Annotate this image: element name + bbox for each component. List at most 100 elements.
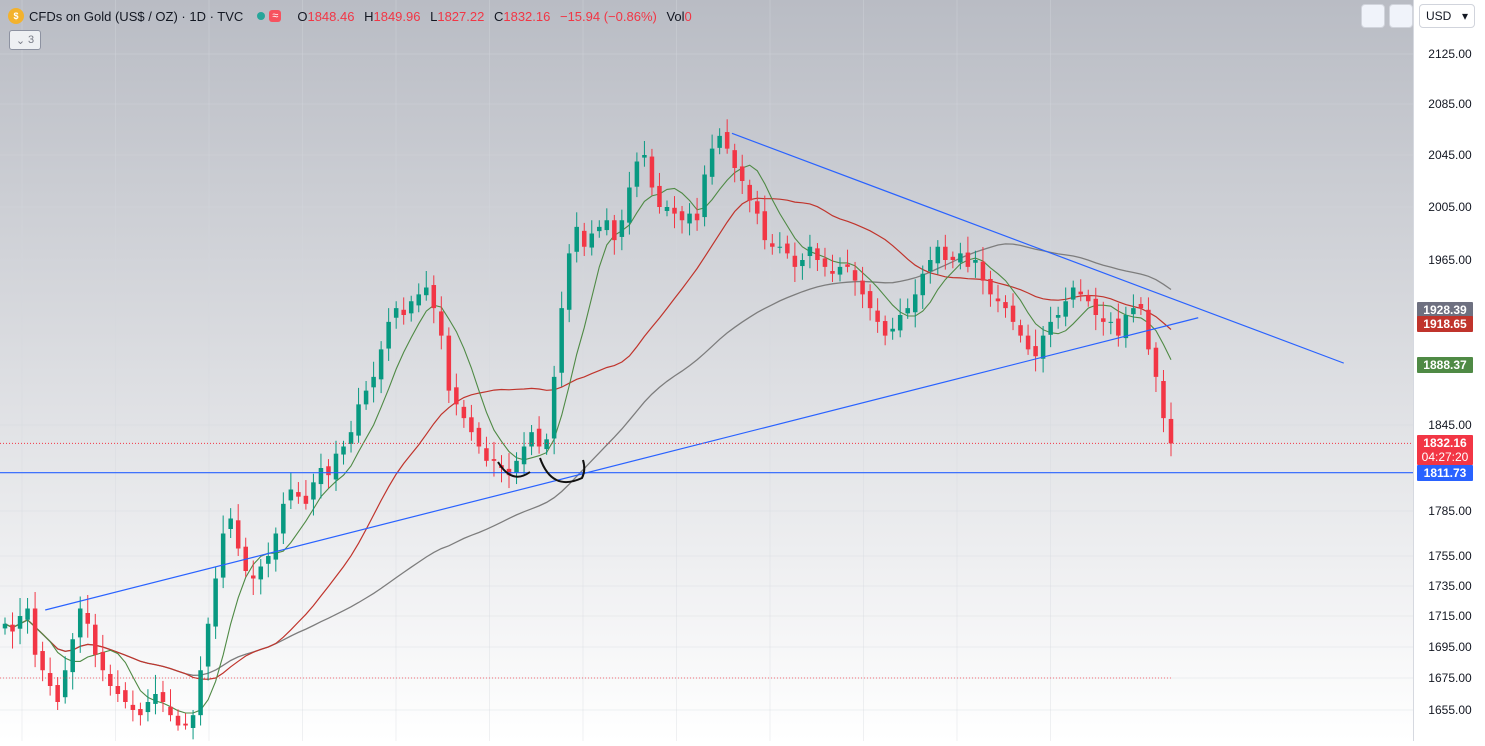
candle-body (17, 616, 23, 629)
candle-body (1010, 305, 1016, 322)
price-label: 1888.37 (1417, 357, 1473, 374)
candle-body (40, 651, 45, 671)
candle-body (589, 233, 595, 248)
candle-body (657, 185, 662, 207)
candle-body (326, 466, 331, 476)
price-label: 1832.16 04:27:20 (1417, 435, 1473, 466)
candle-body (694, 213, 700, 221)
candle-body (920, 273, 926, 296)
candle-body (988, 278, 993, 295)
hand-drawn-arc (539, 457, 586, 483)
candle-body (32, 608, 38, 655)
candle-body (333, 453, 339, 480)
candle-body (1138, 304, 1144, 309)
candle-body (1168, 418, 1174, 444)
price-tick-label: 2005.00 (1428, 200, 1472, 214)
candle-body (446, 335, 452, 391)
chevron-down-icon: ⌄ (15, 34, 26, 47)
candle-body (792, 255, 798, 267)
candle-body (1018, 325, 1023, 336)
candle-body (108, 673, 113, 686)
symbol-title[interactable]: CFDs on Gold (US$ / OZ) · 1D · TVC (29, 8, 244, 24)
volume-value: 0 (684, 8, 692, 24)
candle-body (687, 213, 692, 224)
candle-body (183, 723, 188, 726)
price-tick-label: 2085.00 (1428, 97, 1472, 111)
candle-body (559, 308, 564, 373)
candle-body (1003, 302, 1008, 309)
candle-body (356, 404, 361, 436)
price-axis[interactable]: 2125.00 2085.00 2045.00 2005.00 1965.00 1845.… (1413, 0, 1485, 741)
status-pill[interactable]: ≈ (257, 10, 282, 22)
price-tick-label: 1845.00 (1428, 418, 1472, 432)
candle-body (1033, 346, 1038, 357)
low-value: 1827.22 (437, 8, 485, 24)
candle-body (70, 639, 75, 673)
candle-body (1055, 315, 1061, 318)
candle-body (928, 260, 933, 272)
price-tick-label: 1735.00 (1428, 579, 1472, 593)
candle-body (822, 258, 828, 267)
price-tick-label: 1785.00 (1428, 504, 1472, 518)
candle-body (168, 706, 173, 716)
candle-body (973, 260, 978, 263)
indicator-count: 3 (28, 34, 35, 46)
candle-body (10, 624, 15, 632)
change-value: −15.94 (−0.86%) (559, 8, 657, 24)
candle-body (1040, 335, 1046, 359)
candle-body (123, 690, 128, 702)
candle-body (258, 566, 264, 580)
currency-value: USD (1426, 9, 1452, 23)
candle-body (484, 448, 489, 461)
candle-body (1070, 287, 1076, 300)
high-value: 1849.96 (373, 8, 421, 24)
close-key: C (493, 8, 504, 24)
trendline (731, 132, 1344, 364)
candle-body (958, 253, 963, 263)
price-label: 1918.65 (1417, 315, 1473, 332)
collapse-indicators-button[interactable]: ⌄ 3 (9, 30, 41, 50)
candle-body (785, 243, 790, 254)
candle-body (943, 246, 948, 260)
candle-body (288, 489, 294, 501)
currency-select[interactable]: USD ▾ (1419, 4, 1475, 28)
candle-body (702, 174, 707, 218)
candle-body (1131, 308, 1136, 315)
fullscreen-button[interactable] (1389, 4, 1413, 28)
candle-body (469, 417, 474, 433)
candle-body (770, 243, 775, 247)
price-label: 1811.73 (1417, 464, 1473, 481)
candle-body (1063, 301, 1068, 317)
candlestick-chart[interactable] (0, 0, 1413, 741)
candle-body (995, 298, 1001, 302)
candle-body (755, 201, 760, 214)
candle-body (672, 207, 677, 214)
candle-body (566, 253, 572, 310)
candle-body (574, 226, 579, 252)
candle-body (1146, 309, 1151, 350)
candle-body (1093, 298, 1099, 315)
candle-body (220, 533, 226, 578)
price-chart[interactable] (0, 0, 1413, 741)
candle-body (529, 432, 534, 447)
candle-body (416, 294, 421, 306)
candle-body (709, 148, 715, 177)
candle-body (717, 135, 722, 148)
countdown-label: 04:27:20 (1421, 450, 1469, 465)
candle-body (890, 328, 895, 332)
candle-body (100, 651, 106, 671)
candle-body (642, 155, 647, 158)
candle-body (845, 264, 850, 267)
candle-body (431, 285, 437, 309)
candle-body (175, 715, 181, 726)
candle-body (461, 406, 467, 419)
price-tick-label: 2125.00 (1428, 47, 1472, 61)
candle-body (935, 246, 941, 264)
hand-drawn-arc (497, 461, 531, 478)
candle-body (266, 556, 271, 564)
candle-body (205, 623, 211, 667)
candle-body (47, 673, 53, 686)
screenshot-button[interactable] (1361, 4, 1385, 28)
candle-body (363, 390, 369, 405)
candle-body (476, 427, 482, 447)
